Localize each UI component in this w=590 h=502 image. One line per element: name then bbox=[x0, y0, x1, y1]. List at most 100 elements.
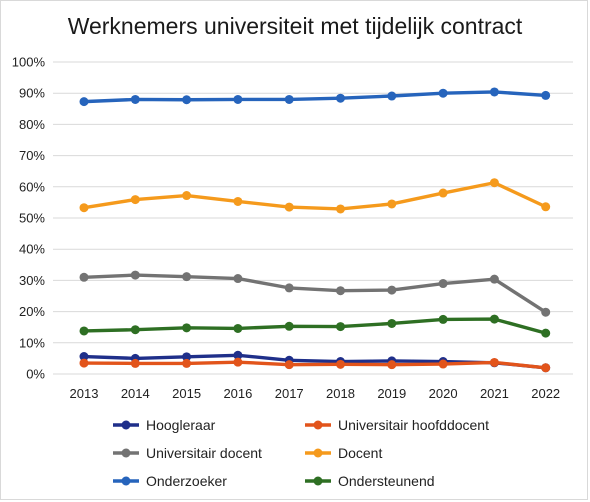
data-point bbox=[233, 350, 243, 360]
data-point bbox=[233, 94, 243, 104]
y-tick-label: 30% bbox=[19, 273, 45, 288]
x-tick-label: 2015 bbox=[172, 386, 201, 401]
data-point bbox=[284, 321, 294, 331]
legend-swatch-marker bbox=[313, 448, 323, 458]
data-point bbox=[387, 318, 397, 328]
x-tick-label: 2014 bbox=[121, 386, 150, 401]
x-tick-label: 2021 bbox=[480, 386, 509, 401]
data-point bbox=[336, 204, 345, 214]
data-point bbox=[284, 94, 294, 104]
data-point bbox=[79, 358, 89, 368]
data-point bbox=[284, 360, 294, 370]
data-point bbox=[233, 274, 243, 284]
data-point bbox=[233, 196, 243, 206]
legend-item: Hoogleraar bbox=[113, 417, 216, 433]
data-point bbox=[182, 272, 192, 282]
x-tick-label: 2022 bbox=[531, 386, 560, 401]
legend-item: Ondersteunend bbox=[305, 473, 435, 489]
legend-label: Hoogleraar bbox=[146, 417, 216, 433]
data-point bbox=[182, 323, 192, 333]
series-line bbox=[82, 317, 548, 335]
series-docent bbox=[79, 178, 551, 214]
legend-swatch-marker bbox=[121, 420, 131, 430]
data-point bbox=[541, 202, 551, 212]
data-point bbox=[336, 93, 345, 103]
data-point bbox=[336, 359, 345, 369]
y-tick-label: 20% bbox=[19, 304, 45, 319]
y-tick-label: 10% bbox=[19, 335, 45, 350]
data-point bbox=[489, 178, 499, 188]
series-universitair-docent bbox=[79, 270, 551, 317]
legend-label: Onderzoeker bbox=[146, 473, 227, 489]
y-axis-ticks: 0% 10% 20% 30% 40% 50% 60% 70% 80% 90% 100% bbox=[12, 55, 46, 382]
legend-item: Docent bbox=[305, 445, 382, 461]
legend-label: Docent bbox=[338, 445, 382, 461]
legend-item: Universitair hoofddocent bbox=[305, 417, 489, 433]
data-point bbox=[489, 274, 499, 284]
x-tick-label: 2017 bbox=[275, 386, 304, 401]
legend-swatch-marker bbox=[121, 476, 131, 486]
data-point bbox=[541, 90, 551, 100]
data-point bbox=[489, 87, 499, 97]
legend-swatch-marker bbox=[313, 420, 323, 430]
legend: Hoogleraar Universitair hoofddocent Univer… bbox=[113, 417, 489, 489]
series-onderzoeker bbox=[79, 87, 551, 107]
data-point bbox=[130, 358, 140, 368]
data-point bbox=[438, 359, 448, 369]
chart-title: Werknemers universiteit met tijdelijk co… bbox=[68, 13, 523, 39]
data-point bbox=[541, 328, 551, 338]
data-point bbox=[336, 286, 345, 296]
legend-label: Ondersteunend bbox=[338, 473, 435, 489]
data-point bbox=[182, 358, 192, 368]
data-point bbox=[284, 202, 294, 212]
y-tick-label: 50% bbox=[19, 211, 45, 226]
data-point bbox=[438, 188, 448, 198]
y-tick-label: 80% bbox=[19, 117, 45, 132]
x-tick-label: 2016 bbox=[223, 386, 252, 401]
x-tick-label: 2019 bbox=[377, 386, 406, 401]
data-point bbox=[130, 325, 140, 335]
legend-swatch-marker bbox=[121, 448, 131, 458]
x-tick-label: 2013 bbox=[70, 386, 99, 401]
data-point bbox=[79, 326, 89, 336]
data-point bbox=[387, 360, 397, 370]
legend-item: Universitair docent bbox=[113, 445, 262, 461]
data-point bbox=[284, 283, 294, 293]
y-tick-label: 90% bbox=[19, 86, 45, 101]
data-point bbox=[541, 363, 551, 373]
data-point bbox=[79, 352, 89, 362]
legend-item: Onderzoeker bbox=[113, 473, 227, 489]
data-point bbox=[130, 195, 140, 205]
data-point bbox=[387, 199, 397, 209]
data-point bbox=[233, 323, 243, 333]
legend-label: Universitair docent bbox=[146, 445, 262, 461]
y-tick-label: 0% bbox=[26, 367, 45, 382]
data-point bbox=[130, 270, 140, 280]
data-point bbox=[387, 285, 397, 295]
data-point bbox=[336, 322, 345, 332]
y-tick-label: 40% bbox=[19, 242, 45, 257]
data-point bbox=[182, 352, 192, 362]
y-tick-label: 60% bbox=[19, 179, 45, 194]
data-point bbox=[233, 357, 243, 367]
y-tick-label: 70% bbox=[19, 148, 45, 163]
data-point bbox=[489, 357, 499, 367]
data-point bbox=[79, 203, 89, 213]
data-point bbox=[182, 191, 192, 201]
data-point bbox=[489, 314, 499, 324]
data-point bbox=[438, 279, 448, 289]
series-line bbox=[82, 360, 548, 370]
x-tick-label: 2018 bbox=[326, 386, 355, 401]
series-line bbox=[82, 273, 548, 314]
data-point bbox=[438, 314, 448, 324]
legend-swatch-marker bbox=[313, 476, 323, 486]
data-point bbox=[79, 97, 89, 107]
data-point bbox=[438, 88, 448, 98]
data-point bbox=[182, 95, 192, 105]
series-lines bbox=[79, 87, 551, 373]
series-ondersteunend bbox=[79, 314, 551, 338]
data-point bbox=[387, 91, 397, 101]
series-universitair-hoofddocent bbox=[79, 357, 551, 373]
